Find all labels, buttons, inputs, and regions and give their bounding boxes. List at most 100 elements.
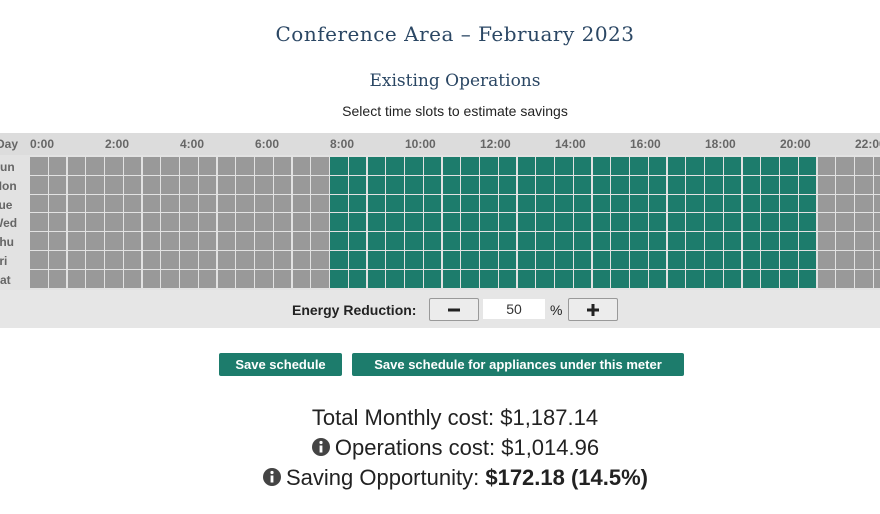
time-slot[interactable] bbox=[461, 175, 479, 194]
time-slot[interactable] bbox=[292, 194, 310, 213]
time-slot[interactable] bbox=[573, 213, 592, 232]
time-slot[interactable] bbox=[311, 232, 329, 250]
time-slot[interactable] bbox=[67, 251, 85, 269]
time-slot[interactable] bbox=[480, 232, 498, 250]
time-slot[interactable] bbox=[611, 269, 629, 288]
time-slot[interactable] bbox=[273, 269, 292, 288]
time-slot[interactable] bbox=[498, 269, 517, 288]
time-slot[interactable] bbox=[498, 157, 517, 175]
time-slot[interactable] bbox=[123, 213, 142, 232]
time-slot[interactable] bbox=[517, 213, 535, 232]
time-slot[interactable] bbox=[367, 157, 385, 175]
time-slot[interactable] bbox=[611, 194, 629, 213]
time-slot[interactable] bbox=[480, 194, 498, 213]
time-slot[interactable] bbox=[705, 269, 723, 288]
time-slot[interactable] bbox=[648, 194, 667, 213]
time-slot[interactable] bbox=[442, 213, 460, 232]
time-slot[interactable] bbox=[611, 251, 629, 269]
time-slot[interactable] bbox=[142, 232, 160, 250]
time-slot[interactable] bbox=[405, 251, 423, 269]
time-slot[interactable] bbox=[123, 194, 142, 213]
time-slot[interactable] bbox=[686, 251, 704, 269]
time-slot[interactable] bbox=[105, 175, 123, 194]
time-slot[interactable] bbox=[236, 269, 254, 288]
time-slot[interactable] bbox=[367, 251, 385, 269]
time-slot[interactable] bbox=[217, 232, 235, 250]
time-slot[interactable] bbox=[123, 175, 142, 194]
time-slot[interactable] bbox=[67, 269, 85, 288]
time-slot[interactable] bbox=[386, 213, 404, 232]
decrease-button[interactable] bbox=[429, 298, 479, 321]
time-slot[interactable] bbox=[798, 194, 817, 213]
time-slot[interactable] bbox=[723, 232, 742, 250]
time-slot[interactable] bbox=[723, 269, 742, 288]
time-slot[interactable] bbox=[855, 232, 873, 250]
time-slot[interactable] bbox=[705, 175, 723, 194]
time-slot[interactable] bbox=[330, 157, 348, 175]
time-slot[interactable] bbox=[105, 213, 123, 232]
time-slot[interactable] bbox=[798, 232, 817, 250]
time-slot[interactable] bbox=[817, 157, 835, 175]
time-slot[interactable] bbox=[30, 175, 48, 194]
time-slot[interactable] bbox=[705, 157, 723, 175]
time-slot[interactable] bbox=[292, 269, 310, 288]
time-slot[interactable] bbox=[198, 194, 217, 213]
time-slot[interactable] bbox=[780, 251, 798, 269]
time-slot[interactable] bbox=[855, 157, 873, 175]
time-slot[interactable] bbox=[161, 194, 179, 213]
time-slot[interactable] bbox=[311, 213, 329, 232]
time-slot[interactable] bbox=[498, 251, 517, 269]
time-slot[interactable] bbox=[142, 194, 160, 213]
time-slot[interactable] bbox=[630, 232, 648, 250]
time-slot[interactable] bbox=[555, 213, 573, 232]
time-slot[interactable] bbox=[798, 175, 817, 194]
time-slot[interactable] bbox=[592, 232, 610, 250]
time-slot[interactable] bbox=[386, 232, 404, 250]
time-slot[interactable] bbox=[780, 232, 798, 250]
time-slot[interactable] bbox=[217, 175, 235, 194]
time-slot[interactable] bbox=[86, 194, 104, 213]
time-slot[interactable] bbox=[648, 157, 667, 175]
time-slot[interactable] bbox=[630, 175, 648, 194]
time-slot[interactable] bbox=[142, 251, 160, 269]
time-slot[interactable] bbox=[311, 157, 329, 175]
time-slot[interactable] bbox=[442, 232, 460, 250]
time-slot[interactable] bbox=[817, 251, 835, 269]
time-slot[interactable] bbox=[142, 269, 160, 288]
time-slot[interactable] bbox=[367, 213, 385, 232]
time-slot[interactable] bbox=[555, 194, 573, 213]
time-slot[interactable] bbox=[273, 194, 292, 213]
time-slot[interactable] bbox=[686, 213, 704, 232]
time-slot[interactable] bbox=[142, 157, 160, 175]
time-slot[interactable] bbox=[555, 269, 573, 288]
time-slot[interactable] bbox=[648, 213, 667, 232]
time-slot[interactable] bbox=[198, 175, 217, 194]
time-slot[interactable] bbox=[536, 269, 554, 288]
time-slot[interactable] bbox=[667, 213, 685, 232]
time-slot[interactable] bbox=[105, 251, 123, 269]
time-slot[interactable] bbox=[873, 251, 880, 269]
time-slot[interactable] bbox=[292, 157, 310, 175]
time-slot[interactable] bbox=[48, 157, 67, 175]
time-slot[interactable] bbox=[348, 269, 367, 288]
time-slot[interactable] bbox=[686, 175, 704, 194]
time-slot[interactable] bbox=[798, 251, 817, 269]
time-slot[interactable] bbox=[480, 175, 498, 194]
time-slot[interactable] bbox=[161, 213, 179, 232]
time-slot[interactable] bbox=[142, 175, 160, 194]
time-slot[interactable] bbox=[105, 232, 123, 250]
time-slot[interactable] bbox=[86, 175, 104, 194]
time-slot[interactable] bbox=[367, 232, 385, 250]
time-slot[interactable] bbox=[480, 251, 498, 269]
time-slot[interactable] bbox=[517, 175, 535, 194]
time-slot[interactable] bbox=[480, 213, 498, 232]
time-slot[interactable] bbox=[423, 232, 442, 250]
time-slot[interactable] bbox=[217, 213, 235, 232]
time-slot[interactable] bbox=[686, 194, 704, 213]
time-slot[interactable] bbox=[423, 269, 442, 288]
time-slot[interactable] bbox=[30, 269, 48, 288]
time-slot[interactable] bbox=[536, 157, 554, 175]
time-slot[interactable] bbox=[30, 157, 48, 175]
time-slot[interactable] bbox=[386, 194, 404, 213]
time-slot[interactable] bbox=[311, 175, 329, 194]
